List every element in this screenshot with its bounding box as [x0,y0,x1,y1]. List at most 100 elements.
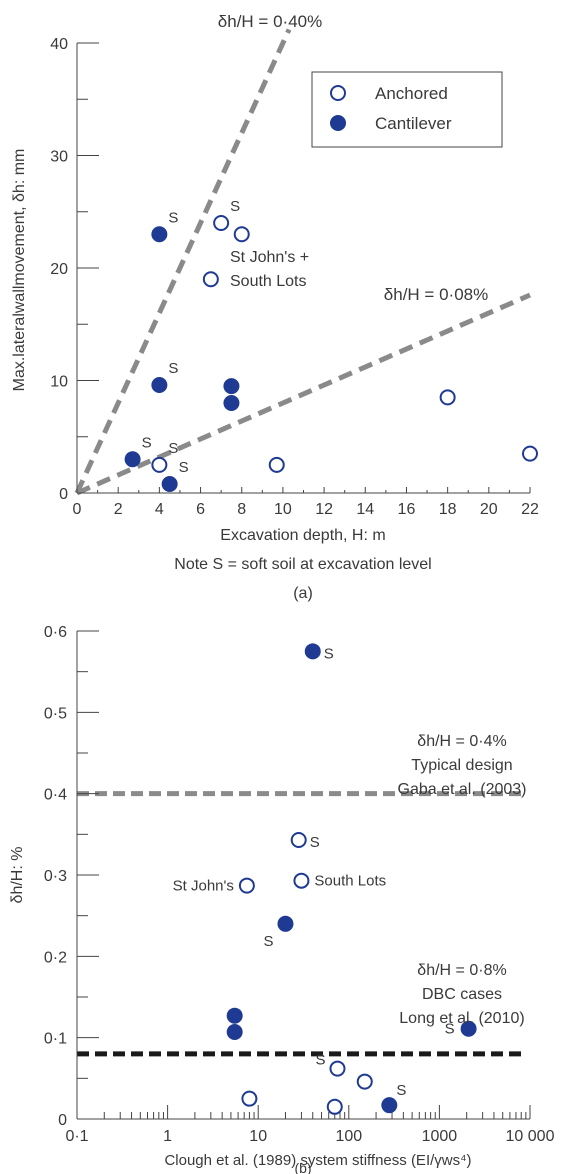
legend-box [311,71,503,148]
point-label: S [310,834,320,851]
point-anchored [213,215,230,231]
ref-label-08-line2: DBC cases [422,986,502,1003]
x-tick-label-a: 12 [315,501,333,518]
y-axis-label-a: Max.lateralwallmovement, δh: mm [11,149,28,392]
point-anchored [356,1073,373,1090]
point-cantilever [161,476,178,492]
x-tick-label-a: 10 [274,501,292,518]
point-labels-b: St John's S South Lots S S S S S [173,645,455,1099]
point-cantilever [304,643,321,660]
ref-label-08-line1: δh/H = 0·8% [417,962,506,979]
point-cantilever [151,226,168,243]
x-tick-label-b: 0·1 [65,1128,88,1145]
point-anchored [329,1060,346,1077]
point-cantilever [226,1007,243,1024]
point-label: S [142,434,152,451]
x-tick-label-a: 8 [237,501,246,518]
point-cantilever [223,378,240,395]
point-anchored [293,872,310,889]
trend-label-008: δh/H = 0·08% [384,285,488,304]
point-cantilever [223,395,240,411]
trend-lines-a [74,28,532,496]
point-anchored [238,877,255,894]
point-cantilever [226,1023,243,1040]
x-tick-label-a: 16 [398,501,416,518]
x-tick-label-a: 0 [73,501,82,518]
ref-label-04-line2: Typical design [411,757,512,774]
point-label: S [179,459,189,476]
legend-marker-cantilever [330,115,346,131]
x-tick-label-b: 1000 [422,1128,458,1145]
point-anchored [290,832,307,849]
point-label: S [168,360,178,377]
legend-label-cantilever: Cantilever [375,114,452,133]
x-tick-label-a: 6 [196,501,205,518]
y-tick-label-a: 40 [50,36,68,53]
point-label: S [445,1021,455,1038]
x-tick-label-a: 20 [480,501,498,518]
point-label: S [396,1082,406,1099]
ref-label-04-line1: δh/H = 0·4% [417,733,506,750]
note-a: Note S = soft soil at excavation level [174,556,431,573]
y-tick-label-b: 0·4 [44,787,67,804]
point-cantilever [460,1020,477,1037]
point-anchored [151,456,168,473]
point-cantilever [277,915,294,932]
x-tick-label-a: 14 [356,501,374,518]
point-label: S [230,198,240,215]
ticks-a: 0 2 4 6 8 10 12 14 16 18 20 22 0 10 20 30 40 [50,36,539,518]
x-axis-label-b: Clough et al. (1989) system stiffness (E… [164,1152,471,1169]
ref-label-04-line3: Gaba et al. (2003) [398,781,527,798]
x-tick-label-a: 18 [439,501,457,518]
data-points-a [124,215,538,492]
point-anchored [268,456,285,473]
y-tick-label-b: 0 [58,1112,67,1129]
y-tick-label-a: 20 [50,261,68,278]
point-cantilever [124,451,141,468]
point-label: St John's [173,878,234,895]
trend-line-0 [74,28,292,495]
point-label: S [315,1052,325,1069]
point-label: S [324,645,334,662]
reference-lines-b [77,791,525,1057]
y-tick-label-b: 0·1 [44,1031,67,1048]
point-label: S [168,440,178,457]
point-anchored [522,445,538,462]
data-points-b [226,643,477,1115]
point-cantilever [381,1097,398,1114]
legend-label-anchored: Anchored [375,84,448,103]
point-anchored [233,226,250,243]
point-label: S [263,933,273,950]
point-label: S [168,209,178,226]
point-anchored [202,271,219,288]
x-axis-label-a: Excavation depth, H: m [220,527,385,544]
point-cantilever [151,377,168,393]
legend-a: Anchored Cantilever [311,71,503,148]
x-tick-label-a: 22 [521,501,539,518]
legend-marker-anchored [330,85,346,101]
y-tick-label-b: 0·3 [44,868,67,885]
x-tick-label-b: 10 [249,1128,267,1145]
y-tick-label-a: 10 [50,374,68,391]
y-tick-label-a: 0 [59,486,68,503]
point-anchored [326,1098,343,1115]
x-tick-label-b: 100 [335,1128,362,1145]
y-tick-label-b: 0·5 [44,705,67,722]
x-tick-label-b: 1 [163,1128,172,1145]
x-tick-label-a: 4 [155,501,164,518]
y-tick-label-b: 0·2 [44,949,67,966]
y-tick-label-b: 0·6 [44,624,67,641]
point-label: South Lots [314,873,386,890]
trend-label-040: δh/H = 0·40% [218,12,322,31]
panel-label-a: (a) [293,585,313,602]
annotation-south-lots: South Lots [230,273,307,290]
x-tick-label-a: 2 [114,501,123,518]
ref-label-08-line3: Long et al. (2010) [399,1010,524,1027]
panel-label-b: (b) [294,1160,311,1174]
point-anchored [241,1090,258,1107]
